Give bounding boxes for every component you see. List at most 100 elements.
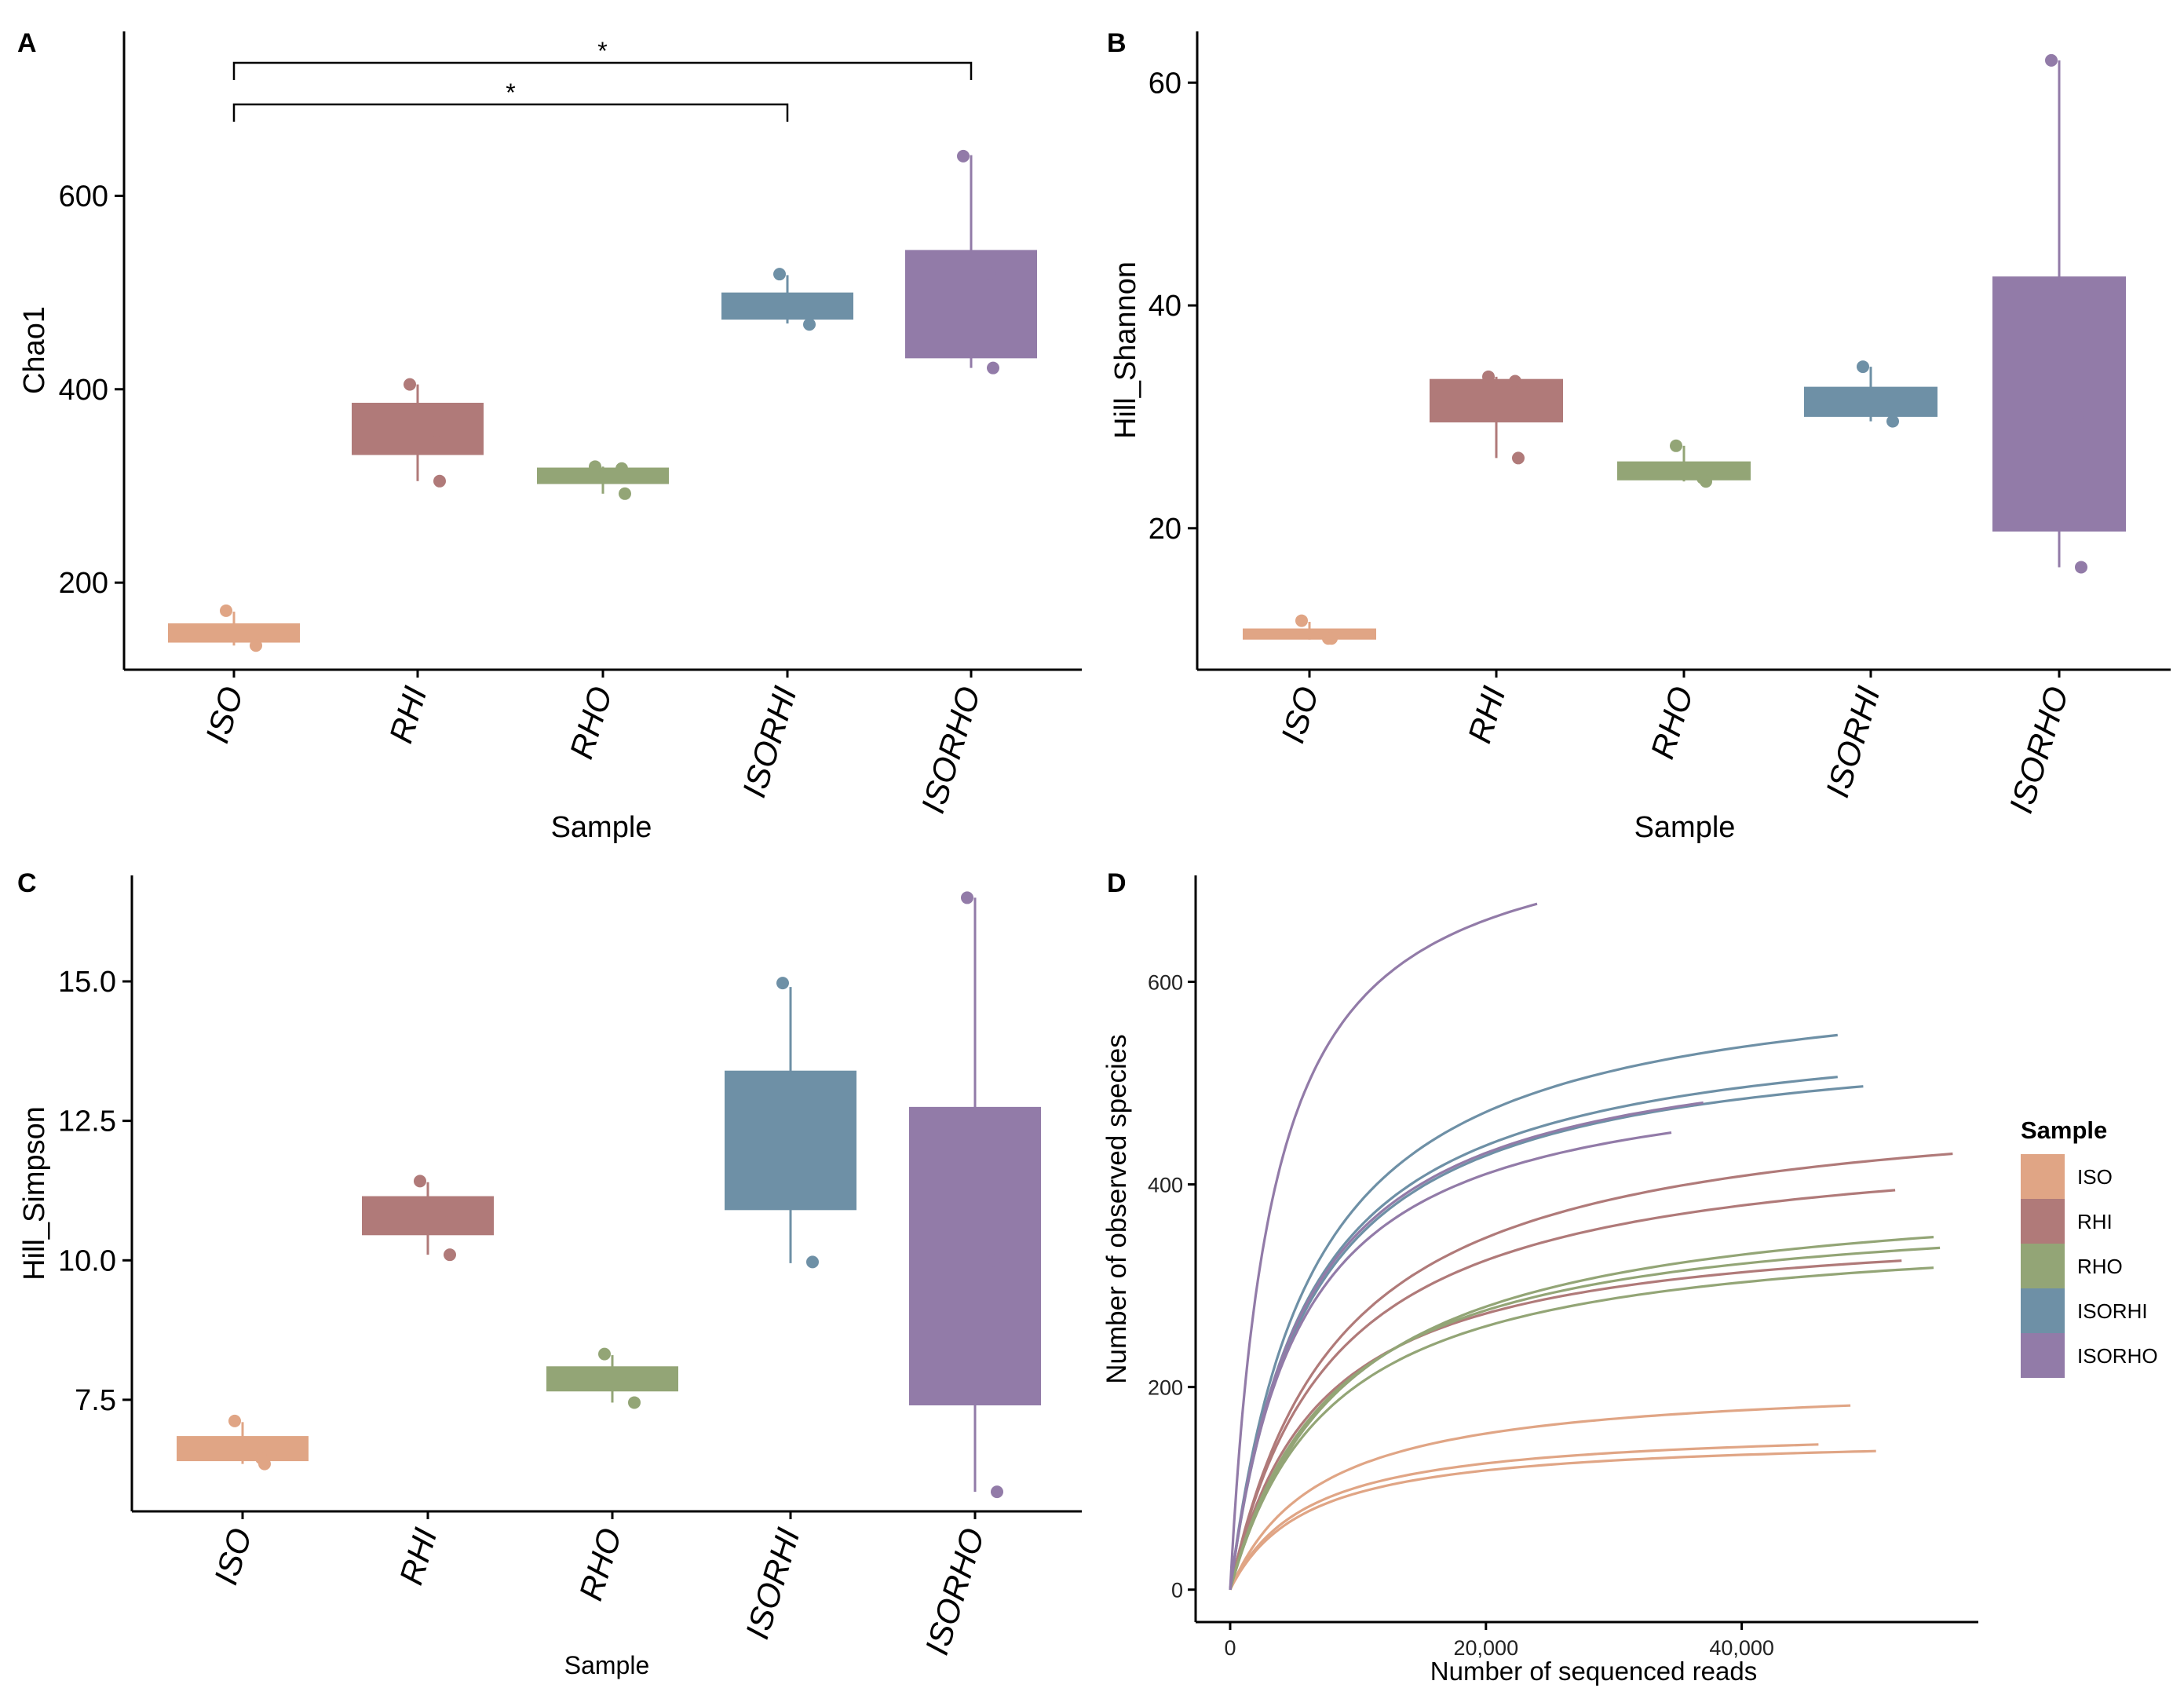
curve-isorho: [1229, 902, 1538, 1590]
box-iso: [168, 623, 300, 643]
curve-rhi: [1229, 1152, 1953, 1591]
data-point-rho: [619, 487, 631, 500]
x-tick-label: 40,000: [1709, 1636, 1774, 1660]
y-tick-label: 400: [59, 374, 108, 407]
data-point-rho: [589, 460, 601, 473]
data-point-isorho: [988, 1254, 1000, 1267]
box-isorhi: [725, 1070, 856, 1211]
curve-iso: [1229, 1449, 1876, 1591]
legend-title: Sample: [2021, 1116, 2107, 1144]
box-isorho: [909, 1106, 1041, 1405]
data-point-rho: [625, 1371, 637, 1384]
data-point-isorho: [957, 149, 970, 163]
y-tick-label: 15.0: [58, 966, 116, 999]
data-point-rhi: [414, 1175, 426, 1188]
box-plots: [1243, 60, 2126, 640]
legend-swatch-isorhi: [2021, 1288, 2065, 1333]
data-point-isorho: [2075, 561, 2087, 574]
data-point-isorhi: [776, 977, 789, 990]
data-point-rho: [598, 1347, 611, 1361]
data-point-rhi: [440, 1204, 453, 1217]
x-tick-label: 0: [1224, 1636, 1236, 1660]
significance-bracket: [232, 103, 789, 122]
significance-label: *: [506, 79, 515, 107]
data-point-isorhi: [800, 303, 813, 316]
curve-iso: [1229, 1443, 1819, 1591]
legend-label-rho: RHO: [2077, 1255, 2123, 1278]
legend-swatch-rho: [2021, 1244, 2065, 1288]
box-isorhi: [721, 292, 853, 320]
data-point-isorhi: [806, 1255, 819, 1269]
panel-label: D: [1107, 868, 1127, 898]
rarefaction-curves: [1229, 902, 1953, 1591]
y-tick-label: 7.5: [75, 1384, 116, 1417]
curve-rho: [1229, 1266, 1934, 1591]
data-point-iso: [258, 1457, 271, 1471]
y-axis-title: Hill_Simpson: [18, 1106, 51, 1281]
data-points: [220, 149, 999, 652]
data-point-iso: [250, 639, 262, 652]
legend-label-rhi: RHI: [2077, 1210, 2113, 1233]
data-point-isorhi: [803, 1142, 816, 1156]
data-point-iso: [228, 1414, 241, 1427]
curve-isorhi: [1229, 1033, 1838, 1590]
x-axis-title: Number of sequenced reads: [1430, 1657, 1757, 1686]
data-point-isorhi: [1883, 399, 1896, 412]
data-point-rhi: [1509, 375, 1521, 388]
data-point-isorhi: [773, 268, 786, 281]
data-point-isorho: [991, 1485, 1003, 1499]
data-point-rhi: [433, 474, 446, 488]
data-point-isorho: [2045, 53, 2058, 67]
y-axis-ticks: 200 400 600: [59, 180, 124, 600]
data-point-iso: [247, 629, 259, 642]
legend-swatch-iso: [2021, 1154, 2065, 1199]
significance-bracket: [232, 61, 973, 80]
data-point-rhi: [1482, 370, 1495, 383]
box-rhi: [352, 403, 484, 455]
curve-rhi: [1229, 1259, 1902, 1591]
box-iso: [1243, 628, 1376, 640]
legend-label-iso: ISO: [2077, 1165, 2113, 1189]
y-tick-label: 40: [1149, 290, 1181, 323]
significance-label: *: [597, 37, 607, 65]
panel-label: C: [17, 868, 37, 898]
data-point-rhi: [444, 1248, 456, 1262]
box-isorho: [1992, 276, 2126, 532]
data-point-rho: [615, 462, 628, 475]
axes: 0 200 400 600 0 20,000 40,000: [1148, 875, 1978, 1660]
y-tick-label: 12.5: [58, 1105, 116, 1138]
panel-d: D 0 200 400 600 0 20,000 40,000 Number of sequ…: [1101, 868, 2158, 1686]
axes: [130, 875, 1082, 1513]
data-point-isorho: [961, 891, 973, 904]
curve-rhi: [1229, 1189, 1896, 1591]
x-axis-title: Sample: [551, 811, 652, 844]
legend-label-isorhi: ISORHI: [2077, 1299, 2148, 1323]
x-axis-title: Sample: [1634, 811, 1736, 844]
x-tick-label: 20,000: [1454, 1636, 1519, 1660]
box-rho: [1617, 461, 1751, 480]
panel-label: B: [1107, 28, 1127, 58]
box-plots: [168, 155, 1037, 646]
y-axis-title: Hill_Shannon: [1109, 261, 1142, 439]
box-plots: [177, 897, 1041, 1493]
curve-iso: [1229, 1404, 1851, 1591]
box-rhi: [362, 1196, 494, 1236]
y-axis-title: Number of observed species: [1101, 1034, 1132, 1384]
data-point-rhi: [1512, 451, 1525, 465]
data-point-iso: [220, 604, 232, 617]
y-tick-label: 400: [1148, 1174, 1183, 1197]
data-points: [1295, 53, 2087, 645]
data-points: [228, 891, 1003, 1499]
box-iso: [177, 1436, 309, 1462]
box-rho: [537, 467, 669, 484]
y-tick-label: 600: [59, 180, 108, 213]
x-axis-title: Sample: [564, 1651, 650, 1679]
y-tick-label: 600: [1148, 970, 1183, 994]
box-isorho: [905, 250, 1037, 359]
data-point-isorho: [2072, 410, 2084, 423]
